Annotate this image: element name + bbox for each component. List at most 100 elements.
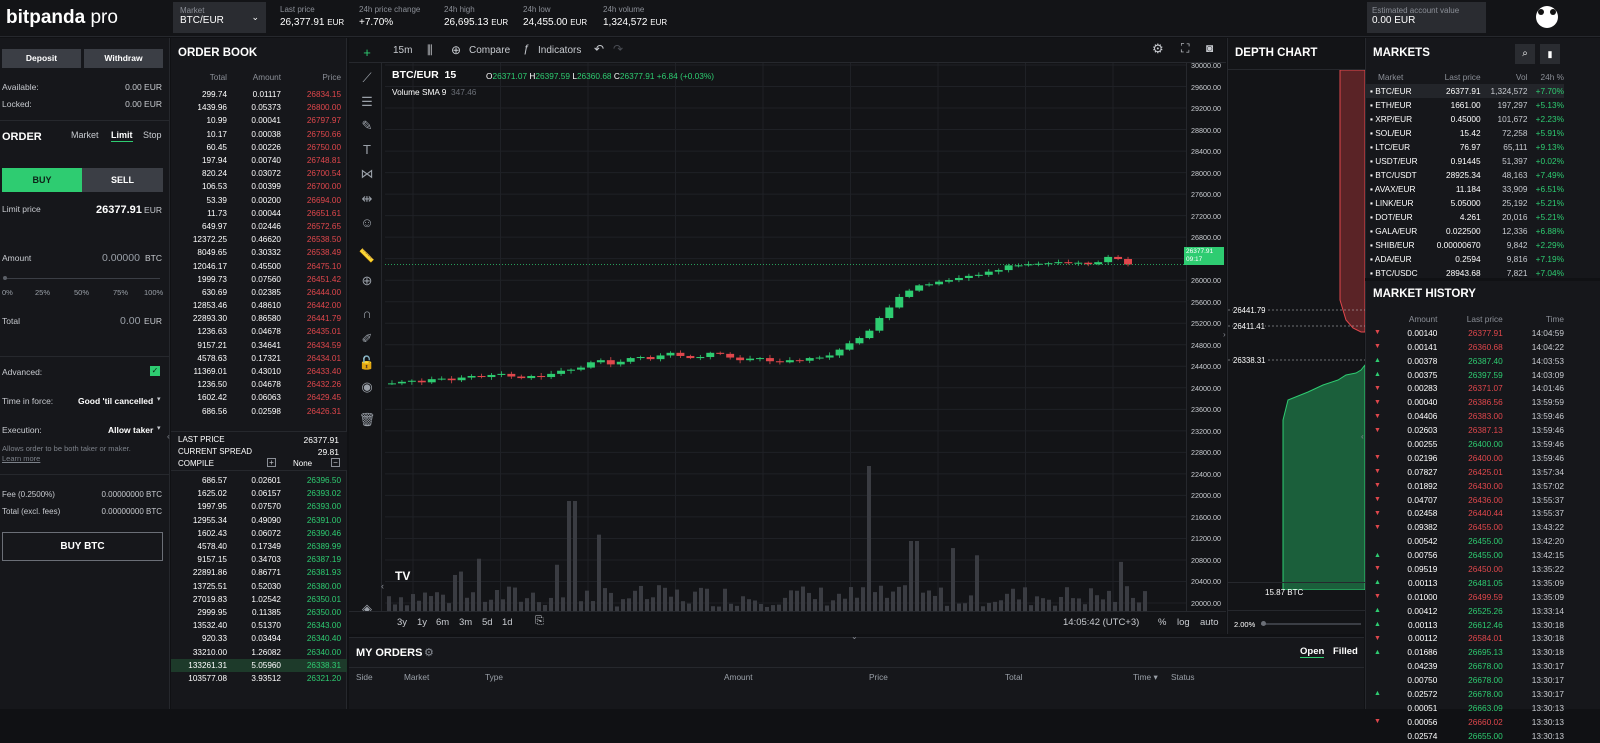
ask-row[interactable]: 60.45 0.00226 26750.00 (171, 141, 347, 154)
amount-input[interactable]: 0.00000 (102, 252, 140, 264)
ask-row[interactable]: 686.56 0.02598 26426.31 (171, 405, 347, 418)
column-type[interactable]: Type (485, 672, 503, 682)
chevron-left-icon[interactable]: ‹ (381, 581, 384, 591)
smiley-icon[interactable]: ☺ (360, 215, 374, 230)
minus-icon[interactable]: − (331, 458, 340, 467)
pattern-icon[interactable]: ⋈ (360, 166, 374, 181)
column-amount[interactable]: Amount (724, 672, 753, 682)
collapse-left-icon[interactable]: ‹ (167, 432, 170, 441)
magnet-icon[interactable]: ∩ (362, 306, 372, 321)
market-row[interactable]: ▪ DOT/EUR 4.261 20,016 +5.21% (1366, 210, 1564, 224)
column-header[interactable] (1366, 312, 1386, 326)
market-row[interactable]: ▪ SHIB/EUR 0.00000670 9,842 +2.29% (1366, 238, 1564, 252)
column-time[interactable]: Time ▾ (1133, 672, 1158, 682)
amount-slider[interactable] (5, 278, 160, 279)
buy-btc-button[interactable]: BUY BTC (2, 532, 163, 561)
prediction-icon[interactable]: ⇹ (361, 191, 373, 206)
bid-row[interactable]: 12955.34 0.49090 26391.00 (171, 514, 347, 527)
goto-date-icon[interactable]: ⎘ (535, 615, 544, 627)
column-header[interactable]: Market (1378, 72, 1404, 82)
bid-row[interactable]: 9157.15 0.34703 26387.19 (171, 553, 347, 566)
bid-row[interactable]: 1625.02 0.06157 26393.02 (171, 487, 347, 500)
ask-row[interactable]: 197.94 0.00740 26748.81 (171, 154, 347, 167)
ask-row[interactable]: 10.99 0.00041 26797.97 (171, 114, 347, 127)
execution-select[interactable]: Allow taker (108, 425, 154, 435)
ask-row[interactable]: 1439.96 0.05373 26800.00 (171, 101, 347, 114)
market-row[interactable]: ▪ BTC/USDC 28943.68 7,821 +7.04% (1366, 266, 1564, 280)
tab-open[interactable]: Open (1300, 646, 1325, 658)
chart-clock[interactable]: 14:05:42 (UTC+3) (1063, 617, 1140, 628)
bid-row[interactable]: 13725.51 0.52030 26380.00 (171, 580, 347, 593)
range-1d[interactable]: 1d (502, 617, 513, 628)
ask-row[interactable]: 820.24 0.03072 26700.54 (171, 167, 347, 180)
ask-row[interactable]: 8049.65 0.30332 26538.49 (171, 246, 347, 259)
candlestick-chart[interactable] (385, 63, 1186, 611)
avatar[interactable] (1536, 6, 1558, 28)
indicators-button[interactable]: Indicators (538, 45, 582, 56)
column-header[interactable]: Last price (1466, 313, 1503, 324)
bid-row[interactable]: 4578.40 0.17349 26389.99 (171, 540, 347, 553)
bid-row[interactable]: 2999.95 0.11385 26350.00 (171, 606, 347, 619)
bid-row[interactable]: 27019.83 1.02542 26350.01 (171, 593, 347, 606)
market-row[interactable]: ▪ ETH/EUR 1661.00 197,297 +5.13% (1366, 98, 1564, 112)
lock-icon[interactable]: 🔓 (358, 355, 376, 370)
slider-handle[interactable] (1261, 621, 1266, 626)
market-row[interactable]: ▪ BTC/EUR 26377.91 1,324,572 +7.70% (1366, 84, 1564, 98)
tab-limit[interactable]: Limit (111, 130, 133, 142)
zoom-in-icon[interactable]: ⊕ (361, 273, 373, 288)
chevron-down-icon[interactable]: ⌄ (851, 632, 858, 641)
ask-row[interactable]: 22893.30 0.86580 26441.79 (171, 312, 347, 325)
tradingview-logo[interactable]: TV (395, 569, 411, 583)
column-total[interactable]: Total (1005, 672, 1023, 682)
ask-row[interactable]: 53.39 0.00200 26694.00 (171, 194, 347, 207)
indicators-icon[interactable]: ƒ (523, 43, 530, 55)
gear-icon[interactable]: ⚙ (424, 647, 434, 659)
buy-tab-button[interactable]: BUY (2, 168, 82, 192)
market-row[interactable]: ▪ BTC/USDT 28925.34 48,163 +7.49% (1366, 168, 1564, 182)
ask-row[interactable]: 1602.42 0.06063 26429.45 (171, 391, 347, 404)
chevron-left-icon[interactable]: ‹ (1361, 432, 1364, 441)
column-header[interactable]: Vol (1515, 72, 1528, 82)
column-price[interactable]: Price (869, 672, 888, 682)
range-1y[interactable]: 1y (417, 617, 428, 628)
auto-toggle[interactable]: auto (1200, 617, 1219, 628)
undo-icon[interactable]: ↶ (594, 42, 605, 56)
bid-row[interactable]: 1602.43 0.06072 26390.46 (171, 527, 347, 540)
ask-row[interactable]: 1236.50 0.04678 26432.26 (171, 378, 347, 391)
redo-icon[interactable]: ↷ (613, 42, 624, 56)
layers-icon[interactable]: ◈ (362, 601, 372, 616)
compare-button[interactable]: Compare (469, 45, 511, 56)
bid-row[interactable]: 103577.08 3.93512 26321.20 (171, 672, 347, 685)
market-row[interactable]: ▪ AVAX/EUR 11.184 33,909 +6.51% (1366, 182, 1564, 196)
advanced-checkbox[interactable]: ✓ (150, 366, 160, 376)
market-row[interactable]: ▪ GALA/EUR 0.022500 12,336 +6.88% (1366, 224, 1564, 238)
slider-handle[interactable] (3, 276, 7, 280)
log-toggle[interactable]: log (1177, 617, 1190, 628)
ask-row[interactable]: 9157.21 0.34641 26434.59 (171, 339, 347, 352)
market-row[interactable]: ▪ LTC/EUR 76.97 65,111 +9.13% (1366, 140, 1564, 154)
market-row[interactable]: ▪ USDT/EUR 0.91445 51,397 +0.02% (1366, 154, 1564, 168)
brush-icon[interactable]: ✎ (361, 118, 373, 133)
camera-icon[interactable]: ◙ (1206, 41, 1214, 55)
gear-icon[interactable]: ⚙ (1152, 41, 1164, 56)
market-row[interactable]: ▪ LINK/EUR 5.05000 25,192 +5.21% (1366, 196, 1564, 210)
brand-logo[interactable]: bitpanda pro (6, 7, 118, 28)
range-3y[interactable]: 3y (397, 617, 408, 628)
depth-chart[interactable] (1228, 70, 1365, 590)
withdraw-button[interactable]: Withdraw (84, 49, 163, 68)
text-icon[interactable]: T (363, 142, 371, 157)
column-header[interactable]: Last price (1444, 72, 1481, 82)
ruler-icon[interactable]: 📏 (358, 248, 376, 263)
fullscreen-icon[interactable]: ⛶ (1181, 41, 1190, 55)
bid-row[interactable]: 13532.40 0.51370 26343.00 (171, 619, 347, 632)
ask-row[interactable]: 12853.46 0.48610 26442.00 (171, 299, 347, 312)
depth-zoom-slider[interactable] (1261, 623, 1361, 625)
limit-price-input[interactable]: 26377.91 (96, 204, 142, 216)
ask-row[interactable]: 12372.25 0.46620 26538.50 (171, 233, 347, 246)
market-row[interactable]: ▪ SOL/EUR 15.42 72,258 +5.91% (1366, 126, 1564, 140)
percent-toggle[interactable]: % (1158, 617, 1167, 628)
column-header[interactable]: Time (1545, 313, 1564, 324)
column-header[interactable]: 24h % (1540, 72, 1564, 82)
ask-row[interactable]: 1236.63 0.04678 26435.01 (171, 325, 347, 338)
tab-filled[interactable]: Filled (1333, 646, 1358, 657)
